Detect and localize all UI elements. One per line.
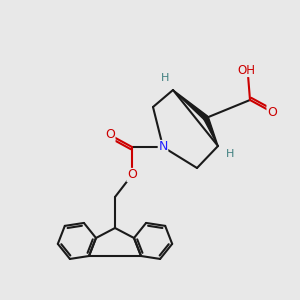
Text: H: H: [226, 149, 234, 159]
Text: H: H: [226, 149, 234, 159]
Text: N: N: [158, 140, 168, 154]
Text: O: O: [127, 169, 137, 182]
Text: H: H: [161, 73, 169, 83]
Text: O: O: [105, 128, 115, 142]
Text: O: O: [267, 106, 277, 118]
Text: OH: OH: [237, 64, 255, 76]
Polygon shape: [204, 117, 218, 146]
Text: H: H: [161, 73, 169, 83]
Polygon shape: [173, 90, 208, 120]
